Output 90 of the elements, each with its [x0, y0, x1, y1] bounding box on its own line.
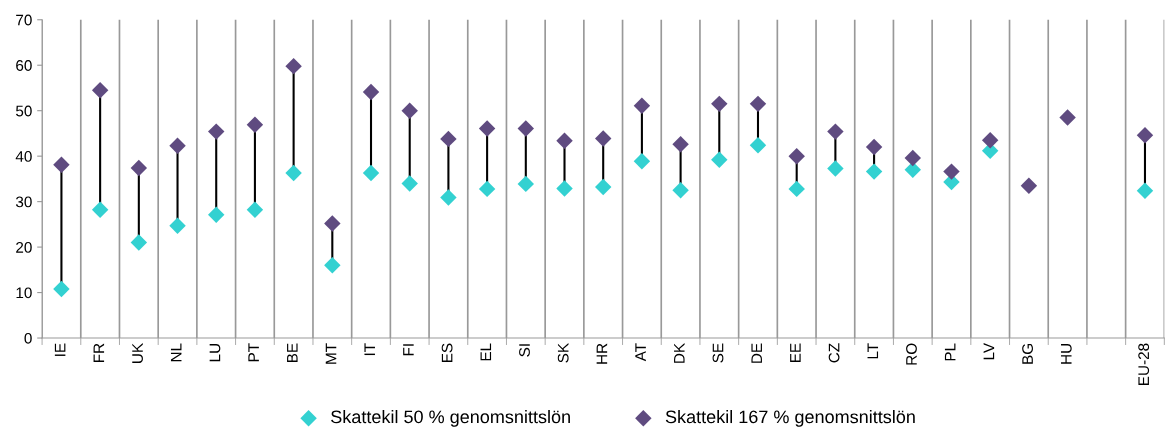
point — [1020, 177, 1038, 194]
x-tick-label: BG — [1022, 344, 1033, 364]
point — [633, 97, 651, 114]
point — [401, 102, 418, 119]
y-tick-label: 50 — [15, 105, 32, 117]
point — [556, 180, 573, 197]
x-tick-label: LT — [867, 343, 879, 359]
point — [478, 180, 496, 198]
y-tick-label: 40 — [15, 151, 32, 162]
point — [208, 123, 225, 140]
point — [1136, 127, 1154, 144]
point — [53, 156, 70, 174]
point — [478, 120, 496, 137]
x-tick-label: PT — [248, 343, 259, 362]
point — [362, 164, 380, 182]
point — [285, 164, 302, 182]
point — [440, 189, 457, 206]
y-tick-label: 70 — [16, 14, 32, 26]
point — [246, 201, 264, 219]
point — [169, 137, 186, 154]
x-tick-label: ES — [441, 343, 453, 363]
x-tick-label: FR — [93, 343, 105, 362]
point — [362, 83, 380, 101]
point — [672, 182, 689, 199]
point — [865, 163, 883, 180]
x-tick-label: CZ — [828, 343, 840, 363]
point — [672, 136, 689, 153]
point — [594, 130, 612, 147]
point — [594, 178, 612, 196]
x-tick-label: LU — [209, 344, 221, 362]
x-tick-label: UK — [132, 343, 143, 363]
point — [749, 137, 767, 154]
x-tick-label: IE — [54, 343, 66, 356]
x-tick-label: LV — [983, 342, 995, 360]
x-tick-label: NL — [170, 343, 182, 362]
point — [324, 215, 341, 232]
point — [53, 280, 70, 298]
point — [981, 132, 999, 149]
y-tick-label: 0 — [24, 332, 32, 344]
point — [711, 95, 728, 113]
point — [440, 130, 457, 148]
point — [788, 180, 805, 198]
point — [904, 161, 921, 179]
point — [91, 201, 109, 219]
point — [943, 163, 960, 180]
y-tick-label: 30 — [15, 196, 32, 208]
point — [517, 175, 535, 193]
x-tick-label: SK — [557, 343, 569, 363]
point — [130, 234, 148, 251]
x-tick-label: DK — [674, 343, 685, 363]
legend-label: Skattekil 167 % genomsnittslön — [665, 409, 915, 427]
x-tick-label: AT — [635, 343, 646, 362]
point — [711, 151, 728, 169]
x-tick-label: HR — [596, 343, 608, 364]
y-tick-label: 10 — [16, 287, 32, 299]
x-tick-label: EU-28 — [1138, 343, 1150, 385]
point — [904, 149, 921, 167]
point — [246, 116, 264, 133]
point — [633, 152, 651, 170]
point — [130, 159, 148, 177]
point — [324, 257, 341, 274]
x-tick-label: BE — [287, 343, 298, 363]
y-tick-label: 60 — [16, 60, 32, 71]
point — [401, 175, 418, 192]
point — [169, 217, 186, 234]
x-tick-label: SI — [519, 344, 530, 357]
legend-label: Skattekil 50 % genomsnittslön — [331, 409, 570, 427]
point — [1136, 182, 1154, 199]
point — [788, 147, 805, 165]
x-tick-label: DE — [751, 343, 762, 363]
x-tick-label: FI — [403, 344, 414, 356]
point — [827, 160, 844, 177]
point — [517, 120, 535, 137]
x-tick-label: EE — [790, 343, 801, 363]
point — [208, 206, 225, 224]
x-tick-label: PL — [944, 343, 956, 361]
x-tick-label: RO — [906, 343, 917, 365]
point — [1059, 109, 1076, 126]
point — [285, 57, 302, 75]
y-tick-label: 20 — [16, 241, 32, 253]
x-tick-label: SE — [712, 343, 724, 363]
point — [865, 138, 883, 156]
point — [556, 132, 573, 149]
x-tick-label: MT — [325, 343, 337, 364]
point — [749, 95, 767, 113]
x-tick-label: HU — [1061, 344, 1072, 364]
point — [827, 123, 844, 140]
point — [91, 82, 109, 99]
x-tick-label: EL — [480, 343, 492, 361]
x-tick-label: IT — [364, 343, 375, 356]
